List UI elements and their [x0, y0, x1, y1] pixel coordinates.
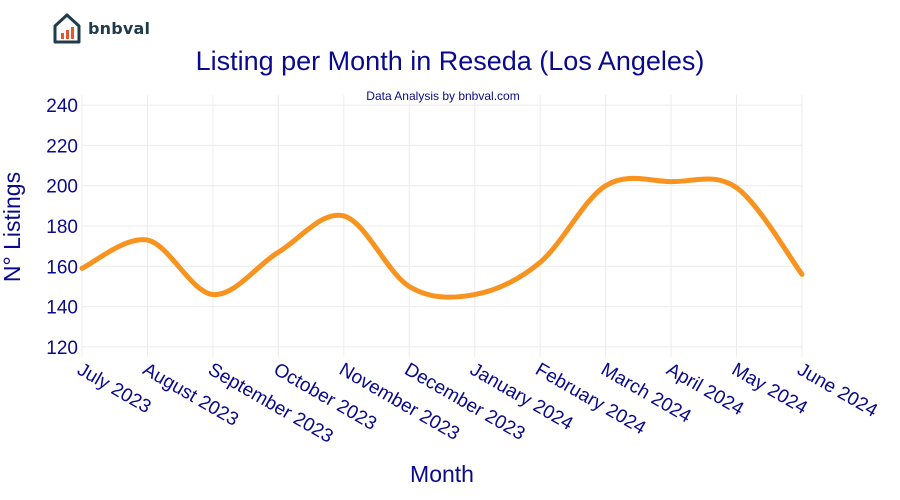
series-line [79, 175, 805, 300]
y-axis: 120 140 160 180 200 220 240 [46, 96, 78, 359]
y-tick-label: 200 [46, 177, 78, 198]
brand-logo: bnbval [52, 12, 150, 44]
y-tick-label: 220 [46, 136, 78, 157]
chart-subtitle: Data Analysis by bnbval.com [366, 89, 519, 103]
y-tick-label: 180 [46, 217, 78, 238]
house-chart-icon [53, 13, 81, 44]
y-axis-label: N° Listings [0, 172, 25, 282]
y-tick-label: 140 [46, 298, 78, 319]
x-tick-label: June 2024 [794, 359, 882, 422]
y-tick-label: 160 [46, 257, 78, 278]
x-tick-label: February 2024 [532, 359, 650, 439]
y-tick-label: 120 [46, 338, 78, 359]
grid [81, 95, 803, 357]
chart-title: Listing per Month in Reseda (Los Angeles… [196, 46, 705, 76]
y-tick-label: 240 [46, 96, 78, 117]
brand-name: bnbval [88, 18, 151, 38]
x-tick-label: July 2023 [74, 359, 155, 418]
x-axis-label: Month [410, 461, 474, 487]
